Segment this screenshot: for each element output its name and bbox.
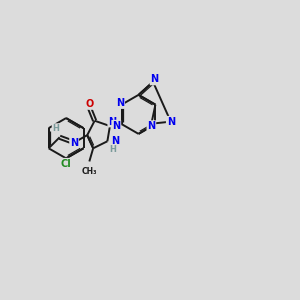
Text: N: N: [150, 74, 159, 85]
Text: O: O: [85, 99, 94, 109]
Text: CH₃: CH₃: [82, 167, 97, 176]
Text: N: N: [147, 121, 155, 131]
Text: N: N: [116, 98, 124, 108]
Text: N: N: [70, 138, 78, 148]
Text: N: N: [108, 117, 116, 127]
Text: N: N: [112, 136, 120, 146]
Text: Cl: Cl: [61, 159, 71, 169]
Text: N: N: [112, 121, 120, 130]
Text: H: H: [109, 145, 116, 154]
Text: N: N: [167, 117, 175, 127]
Text: H: H: [52, 124, 59, 133]
